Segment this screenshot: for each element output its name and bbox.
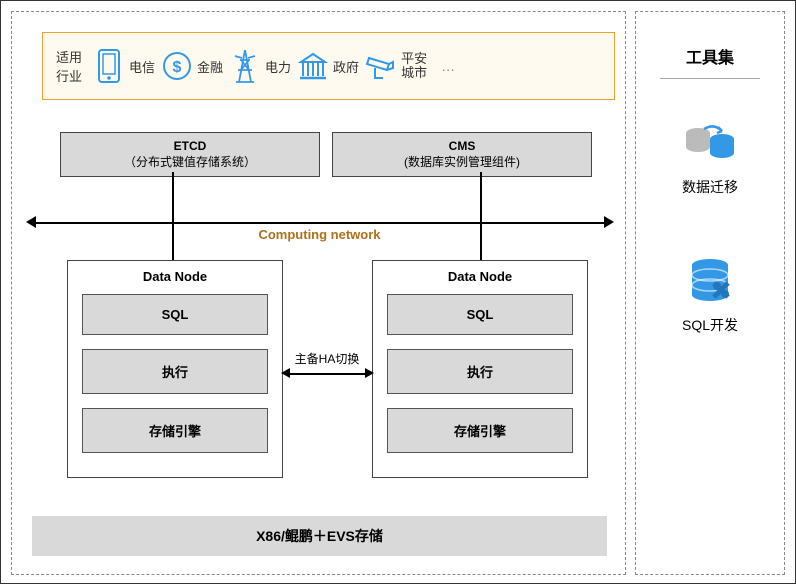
tool-data-migration: 数据迁移 — [636, 119, 784, 197]
divider — [660, 78, 760, 79]
cms-box: CMS (数据库实例管理组件) — [332, 132, 592, 177]
industry-finance: $ 金融 — [161, 47, 223, 85]
tools-title: 工具集 — [636, 44, 784, 68]
data-node-row-sql: SQL — [82, 294, 268, 335]
industries-row: 适用 行业 电信 $ 金融 电力 — [42, 32, 615, 100]
network-line — [32, 222, 607, 224]
data-node-title: Data Node — [387, 269, 573, 284]
data-node-right: Data Node SQL 执行 存储引擎 — [372, 260, 588, 478]
gov-icon — [297, 47, 329, 85]
network-label: Computing network — [12, 227, 627, 242]
industry-telecom: 电信 — [93, 47, 155, 85]
tools-panel: 工具集 数据迁移 — [635, 11, 785, 575]
data-node-left: Data Node SQL 执行 存储引擎 — [67, 260, 283, 478]
data-node-row-sql: SQL — [387, 294, 573, 335]
etcd-box: ETCD （分布式键值存储系统） — [60, 132, 320, 177]
camera-icon — [365, 47, 397, 85]
etcd-subtitle: （分布式键值存储系统） — [61, 153, 319, 170]
svg-text:$: $ — [173, 59, 182, 76]
dollar-icon: $ — [161, 47, 193, 85]
tower-icon — [229, 47, 261, 85]
connector-line — [480, 172, 482, 260]
industry-safecity: 平安 城市 — [365, 47, 427, 85]
phone-icon — [93, 47, 125, 85]
tool-sql-dev: SQL开发 — [636, 257, 784, 335]
tool-label: 数据迁移 — [636, 177, 784, 197]
etcd-title: ETCD — [61, 139, 319, 153]
industry-gov: 政府 — [297, 47, 359, 85]
connector-line — [172, 172, 174, 260]
migrate-icon — [682, 119, 738, 167]
data-node-title: Data Node — [82, 269, 268, 284]
main-area: 适用 行业 电信 $ 金融 电力 — [11, 11, 626, 575]
cms-title: CMS — [333, 139, 591, 153]
diagram-canvas: 适用 行业 电信 $ 金融 电力 — [0, 0, 796, 584]
data-node-row-exec: 执行 — [387, 349, 573, 394]
data-node-row-engine: 存储引擎 — [82, 408, 268, 453]
industry-label: 政府 — [333, 57, 359, 76]
sqldev-icon — [682, 257, 738, 305]
industry-power: 电力 — [229, 47, 291, 85]
arrow-right — [365, 368, 374, 378]
industry-label: 电力 — [265, 57, 291, 76]
data-node-row-exec: 执行 — [82, 349, 268, 394]
industry-label: 平安 城市 — [401, 52, 427, 81]
ha-label: 主备HA切换 — [282, 350, 372, 367]
bottom-bar-text: X86/鲲鹏＋EVS存储 — [256, 526, 383, 546]
ha-arrow-line — [287, 373, 367, 375]
industry-label: 金融 — [197, 57, 223, 76]
industries-label: 适用 行业 — [51, 47, 87, 85]
bottom-bar: X86/鲲鹏＋EVS存储 — [32, 516, 607, 556]
cms-subtitle: (数据库实例管理组件) — [333, 153, 591, 170]
tool-label: SQL开发 — [636, 315, 784, 335]
data-node-row-engine: 存储引擎 — [387, 408, 573, 453]
ellipsis: … — [441, 58, 455, 74]
industry-label: 电信 — [129, 57, 155, 76]
